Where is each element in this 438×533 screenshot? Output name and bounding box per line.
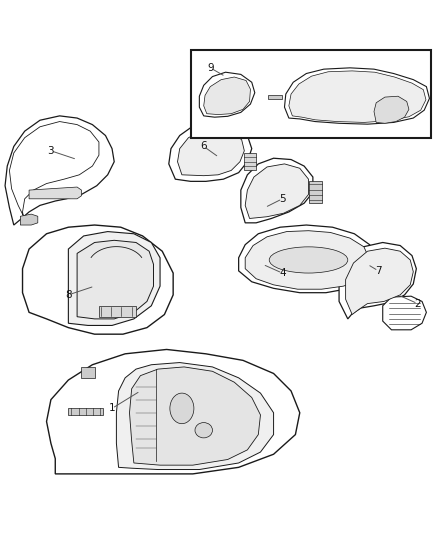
Text: 3: 3 [48,146,54,156]
Ellipse shape [170,393,194,424]
Polygon shape [285,68,429,124]
Polygon shape [308,181,321,203]
Polygon shape [29,187,81,199]
Polygon shape [117,362,274,470]
Polygon shape [244,153,256,171]
Polygon shape [245,231,369,289]
Text: 6: 6 [201,141,207,151]
Polygon shape [81,367,95,378]
Text: 4: 4 [279,268,286,278]
Polygon shape [374,96,409,123]
Polygon shape [241,158,313,223]
Polygon shape [239,225,376,293]
Text: 1: 1 [109,403,115,414]
Polygon shape [99,306,136,317]
Text: 5: 5 [279,194,286,204]
Polygon shape [289,71,426,123]
Polygon shape [169,120,252,181]
Ellipse shape [195,423,212,438]
Text: 2: 2 [414,298,421,309]
Polygon shape [268,95,283,99]
Ellipse shape [269,247,348,273]
Text: 9: 9 [207,63,214,73]
Polygon shape [199,72,255,117]
Polygon shape [177,128,244,176]
Polygon shape [68,231,160,326]
Polygon shape [346,248,413,314]
Polygon shape [339,243,417,319]
Polygon shape [5,116,114,225]
Polygon shape [46,350,300,474]
Polygon shape [130,367,261,465]
Polygon shape [20,214,38,225]
Text: 7: 7 [375,266,381,276]
Polygon shape [204,77,251,115]
Bar [191,51,431,138]
Polygon shape [22,225,173,334]
Text: 8: 8 [65,290,72,300]
Polygon shape [68,408,103,415]
Polygon shape [245,164,308,219]
Polygon shape [383,296,426,330]
Polygon shape [77,240,153,319]
